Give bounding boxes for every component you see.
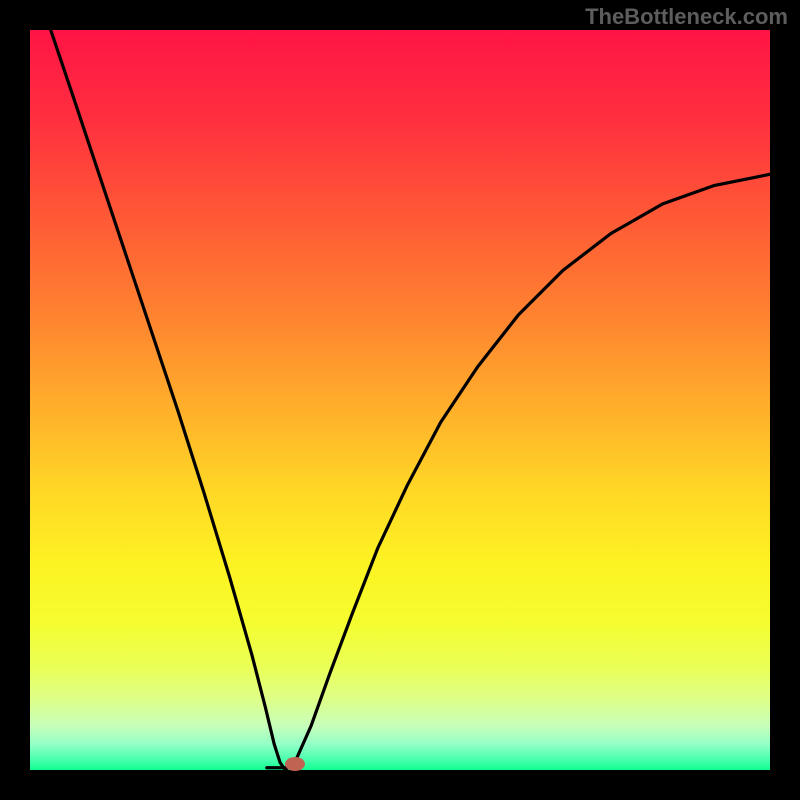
chart-root: TheBottleneck.com — [0, 0, 800, 800]
min-marker-dot — [285, 757, 305, 771]
watermark-text: TheBottleneck.com — [585, 4, 788, 30]
plot-area — [30, 30, 770, 770]
curve-layer — [30, 30, 770, 770]
bottleneck-curve-left — [51, 30, 286, 770]
bottleneck-curve-right — [285, 174, 770, 770]
